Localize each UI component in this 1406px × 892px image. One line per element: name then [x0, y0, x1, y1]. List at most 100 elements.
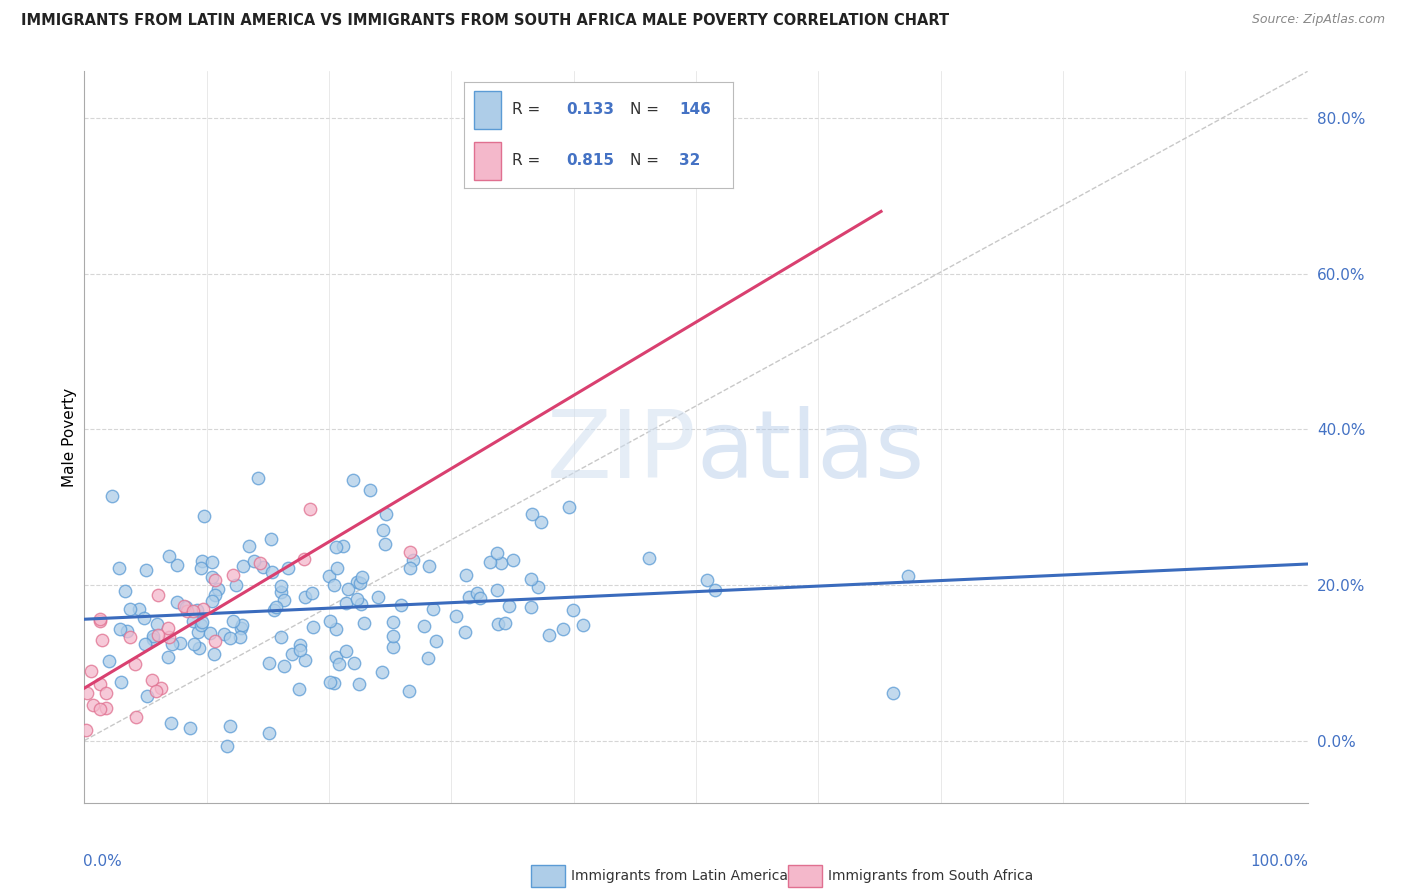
- Point: [142, 632, 165, 646]
- Point: [288, 643, 311, 657]
- Text: IMMIGRANTS FROM LATIN AMERICA VS IMMIGRANTS FROM SOUTH AFRICA MALE POVERTY CORRE: IMMIGRANTS FROM LATIN AMERICA VS IMMIGRA…: [21, 13, 949, 29]
- Point: [444, 609, 467, 624]
- Point: [402, 552, 425, 566]
- Point: [359, 483, 381, 497]
- Point: [193, 508, 215, 523]
- Point: [381, 615, 404, 629]
- Point: [204, 634, 226, 648]
- Point: [882, 685, 904, 699]
- Point: [202, 647, 225, 661]
- Point: [350, 570, 373, 584]
- Y-axis label: Male Poverty: Male Poverty: [62, 387, 77, 487]
- Point: [146, 616, 169, 631]
- Point: [332, 539, 354, 553]
- Point: [201, 593, 224, 607]
- Point: [222, 567, 245, 582]
- Point: [270, 579, 292, 593]
- Point: [169, 636, 191, 650]
- Point: [97, 654, 120, 668]
- Point: [174, 600, 197, 615]
- Point: [323, 578, 346, 592]
- Point: [502, 553, 524, 567]
- Point: [176, 604, 198, 618]
- Point: [703, 583, 725, 598]
- Point: [136, 689, 159, 703]
- Point: [260, 565, 283, 579]
- Point: [89, 612, 111, 626]
- Point: [346, 592, 368, 607]
- Point: [489, 556, 512, 570]
- Point: [157, 650, 180, 665]
- Point: [146, 588, 169, 602]
- Point: [150, 681, 173, 695]
- Point: [173, 599, 195, 614]
- Point: [231, 617, 253, 632]
- Point: [294, 653, 316, 667]
- Point: [90, 632, 112, 647]
- Point: [294, 590, 316, 604]
- Point: [468, 591, 491, 606]
- Point: [301, 585, 323, 599]
- Point: [638, 551, 661, 566]
- Point: [453, 625, 475, 640]
- Point: [166, 558, 188, 572]
- Point: [259, 656, 281, 670]
- Point: [198, 626, 221, 640]
- Point: [277, 561, 299, 575]
- Point: [572, 617, 595, 632]
- FancyBboxPatch shape: [787, 865, 823, 887]
- Point: [530, 515, 553, 529]
- Point: [371, 524, 394, 538]
- Point: [270, 585, 292, 599]
- Point: [558, 500, 581, 515]
- Point: [353, 616, 375, 631]
- Point: [281, 647, 304, 661]
- Text: Immigrants from Latin America: Immigrants from Latin America: [571, 869, 789, 883]
- Point: [118, 630, 141, 644]
- Text: Source: ZipAtlas.com: Source: ZipAtlas.com: [1251, 13, 1385, 27]
- Point: [232, 559, 254, 574]
- Point: [325, 541, 347, 555]
- Point: [350, 597, 373, 611]
- Point: [201, 555, 224, 569]
- Point: [243, 554, 266, 568]
- Point: [456, 567, 478, 582]
- Point: [381, 629, 404, 643]
- Point: [270, 630, 292, 644]
- Point: [263, 603, 285, 617]
- Text: Immigrants from South Africa: Immigrants from South Africa: [828, 869, 1033, 883]
- Point: [498, 599, 520, 613]
- Point: [398, 545, 420, 559]
- Point: [257, 726, 280, 740]
- Point: [494, 616, 516, 631]
- Point: [190, 615, 212, 629]
- Point: [156, 621, 179, 635]
- Point: [526, 580, 548, 594]
- Point: [179, 721, 201, 735]
- Point: [398, 684, 420, 698]
- Point: [101, 489, 124, 503]
- FancyBboxPatch shape: [531, 865, 565, 887]
- Point: [897, 569, 920, 583]
- Point: [76, 686, 98, 700]
- Point: [367, 590, 389, 604]
- Point: [425, 634, 447, 648]
- Point: [381, 640, 404, 654]
- Point: [157, 549, 180, 563]
- Point: [486, 617, 509, 632]
- Point: [458, 590, 481, 604]
- Point: [485, 546, 508, 560]
- Point: [273, 592, 295, 607]
- Point: [204, 574, 226, 588]
- Point: [318, 569, 340, 583]
- Point: [219, 632, 242, 646]
- Point: [478, 555, 501, 569]
- Point: [389, 599, 412, 613]
- Point: [519, 599, 541, 614]
- Point: [183, 614, 205, 628]
- Point: [187, 625, 209, 640]
- Point: [346, 574, 368, 589]
- Text: ZIP: ZIP: [547, 406, 696, 498]
- Point: [298, 502, 321, 516]
- Point: [328, 657, 350, 671]
